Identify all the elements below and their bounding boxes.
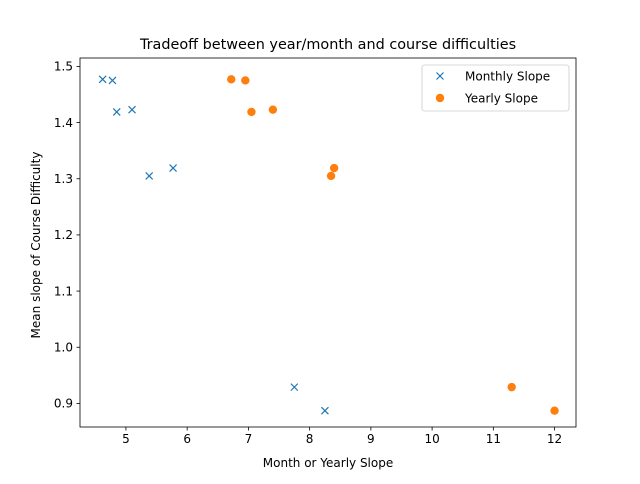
plot-area: 5 6 7 8 9 10 11 12 0.9 1.0 1.1 1.2 1.3 1.4 1.5 (54, 57, 577, 446)
x-stroke (108, 76, 117, 85)
x-tick-label: 5 (122, 432, 130, 446)
yearly-point (247, 107, 256, 117)
x-stroke (112, 107, 121, 116)
y-tick-label: 1.0 (54, 341, 73, 355)
chart-title: Tradeoff between year/month and course d… (139, 37, 516, 53)
yearly-point (550, 406, 559, 415)
x-tick-label: 9 (367, 432, 375, 446)
x-stroke (145, 172, 154, 180)
monthly-point (98, 75, 107, 84)
monthly-point (108, 76, 117, 85)
monthly-point (145, 172, 154, 180)
legend-marker (436, 72, 444, 80)
x-stroke (169, 164, 178, 173)
legend-box (421, 64, 570, 112)
x-stroke (128, 105, 136, 114)
y-axis-label: Mean slope of Course Difficulty (29, 152, 43, 339)
x-stroke (290, 383, 299, 392)
x-stroke (436, 72, 444, 80)
legend: Monthly Slope Yearly Slope (421, 64, 570, 112)
series-monthly-slope (98, 75, 329, 415)
x-tick-label: 10 (424, 432, 439, 446)
legend-marker (435, 93, 445, 103)
x-stroke (321, 406, 329, 415)
x-axis-label: Month or Yearly Slope (263, 456, 393, 470)
legend-label: Monthly Slope (465, 69, 550, 83)
y-tick-label: 0.9 (54, 397, 73, 411)
legend-label: Yearly Slope (464, 91, 538, 105)
y-tick-label: 1.3 (54, 172, 73, 186)
yearly-point (329, 163, 339, 173)
yearly-point (268, 105, 278, 114)
y-tick-label: 1.1 (54, 284, 73, 298)
x-tick-label: 11 (486, 432, 501, 446)
monthly-point (128, 105, 136, 114)
y-tick-label: 1.5 (54, 60, 73, 74)
series-yearly-slope (227, 75, 559, 415)
monthly-point (169, 164, 178, 173)
yearly-point (227, 75, 236, 84)
x-tick-label: 6 (183, 432, 191, 446)
y-tick-label: 1.4 (54, 116, 73, 130)
x-tick-label: 8 (306, 432, 314, 446)
axes-frame (79, 57, 577, 428)
monthly-point (321, 406, 329, 415)
monthly-point (112, 107, 121, 116)
x-tick-label: 7 (245, 432, 253, 446)
yearly-point (326, 171, 336, 181)
yearly-point (241, 76, 250, 85)
x-stroke (98, 75, 107, 84)
y-tick-label: 1.2 (54, 228, 73, 242)
x-tick-label: 12 (547, 432, 562, 446)
yearly-point (507, 382, 516, 392)
monthly-point (290, 383, 299, 392)
